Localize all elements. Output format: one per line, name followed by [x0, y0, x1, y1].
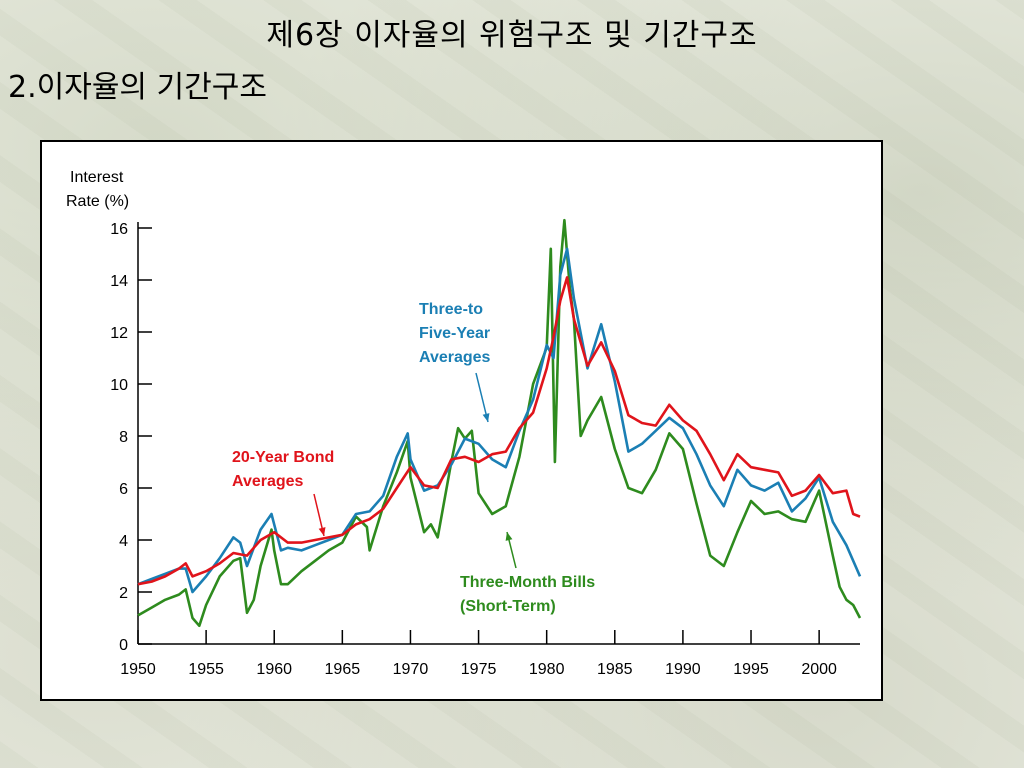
annotation-bills: Three-Month Bills — [460, 574, 595, 591]
slide-subtitle: 2.이자율의 기간구조 — [8, 70, 267, 105]
x-tick-label: 1975 — [461, 661, 497, 678]
y-tick-label: 2 — [119, 585, 128, 602]
x-tick-label: 1970 — [393, 661, 429, 678]
y-tick-label: 16 — [110, 221, 128, 238]
y-axis-label: Rate (%) — [66, 193, 129, 210]
x-tick-label: 2000 — [801, 661, 837, 678]
annotation-arrowhead-mid — [482, 413, 490, 422]
x-tick-label: 1980 — [529, 661, 565, 678]
x-tick-label: 1995 — [733, 661, 769, 678]
y-tick-label: 10 — [110, 377, 128, 394]
annotation-mid: Five-Year — [419, 325, 490, 342]
annotation-mid: Averages — [419, 349, 491, 366]
y-tick-label: 6 — [119, 481, 128, 498]
chart-annotations: 20-Year Bond Averages Three-to Five-Year Ave… — [232, 301, 595, 615]
chart-frame: 0 2 4 6 8 10 12 14 16 1950 1955 1960 1965 1970 1975 198… — [40, 140, 883, 701]
x-tick-label: 1990 — [665, 661, 701, 678]
x-tick-label: 1985 — [597, 661, 633, 678]
y-tick-label: 4 — [119, 533, 128, 550]
chart-axes: 0 2 4 6 8 10 12 14 16 1950 1955 1960 1965 1970 1975 198… — [66, 169, 860, 678]
series-line-mid — [137, 247, 862, 594]
y-tick-label: 0 — [119, 637, 128, 654]
y-axis-label: Interest — [70, 169, 124, 186]
y-tick-label: 14 — [110, 273, 128, 290]
annotation-arrowhead-bond — [318, 527, 326, 536]
chart-series — [137, 218, 862, 628]
annotation-bond: 20-Year Bond — [232, 449, 334, 466]
x-tick-label: 1965 — [325, 661, 361, 678]
annotation-arrowhead-bills — [505, 532, 513, 541]
x-tick-label: 1960 — [256, 661, 292, 678]
x-tick-label: 1950 — [120, 661, 156, 678]
annotation-bond: Averages — [232, 473, 304, 490]
interest-rate-chart: 0 2 4 6 8 10 12 14 16 1950 1955 1960 1965 1970 1975 198… — [66, 169, 862, 678]
annotation-arrow-mid — [475, 372, 489, 423]
annotation-mid: Three-to — [419, 301, 483, 318]
y-tick-label: 8 — [119, 429, 128, 446]
x-tick-label: 1955 — [188, 661, 224, 678]
series-line-bond — [137, 276, 861, 586]
slide-title: 제6장 이자율의 위험구조 및 기간구조 — [266, 18, 758, 53]
annotation-bills: (Short-Term) — [460, 598, 556, 615]
y-tick-label: 12 — [110, 325, 128, 342]
